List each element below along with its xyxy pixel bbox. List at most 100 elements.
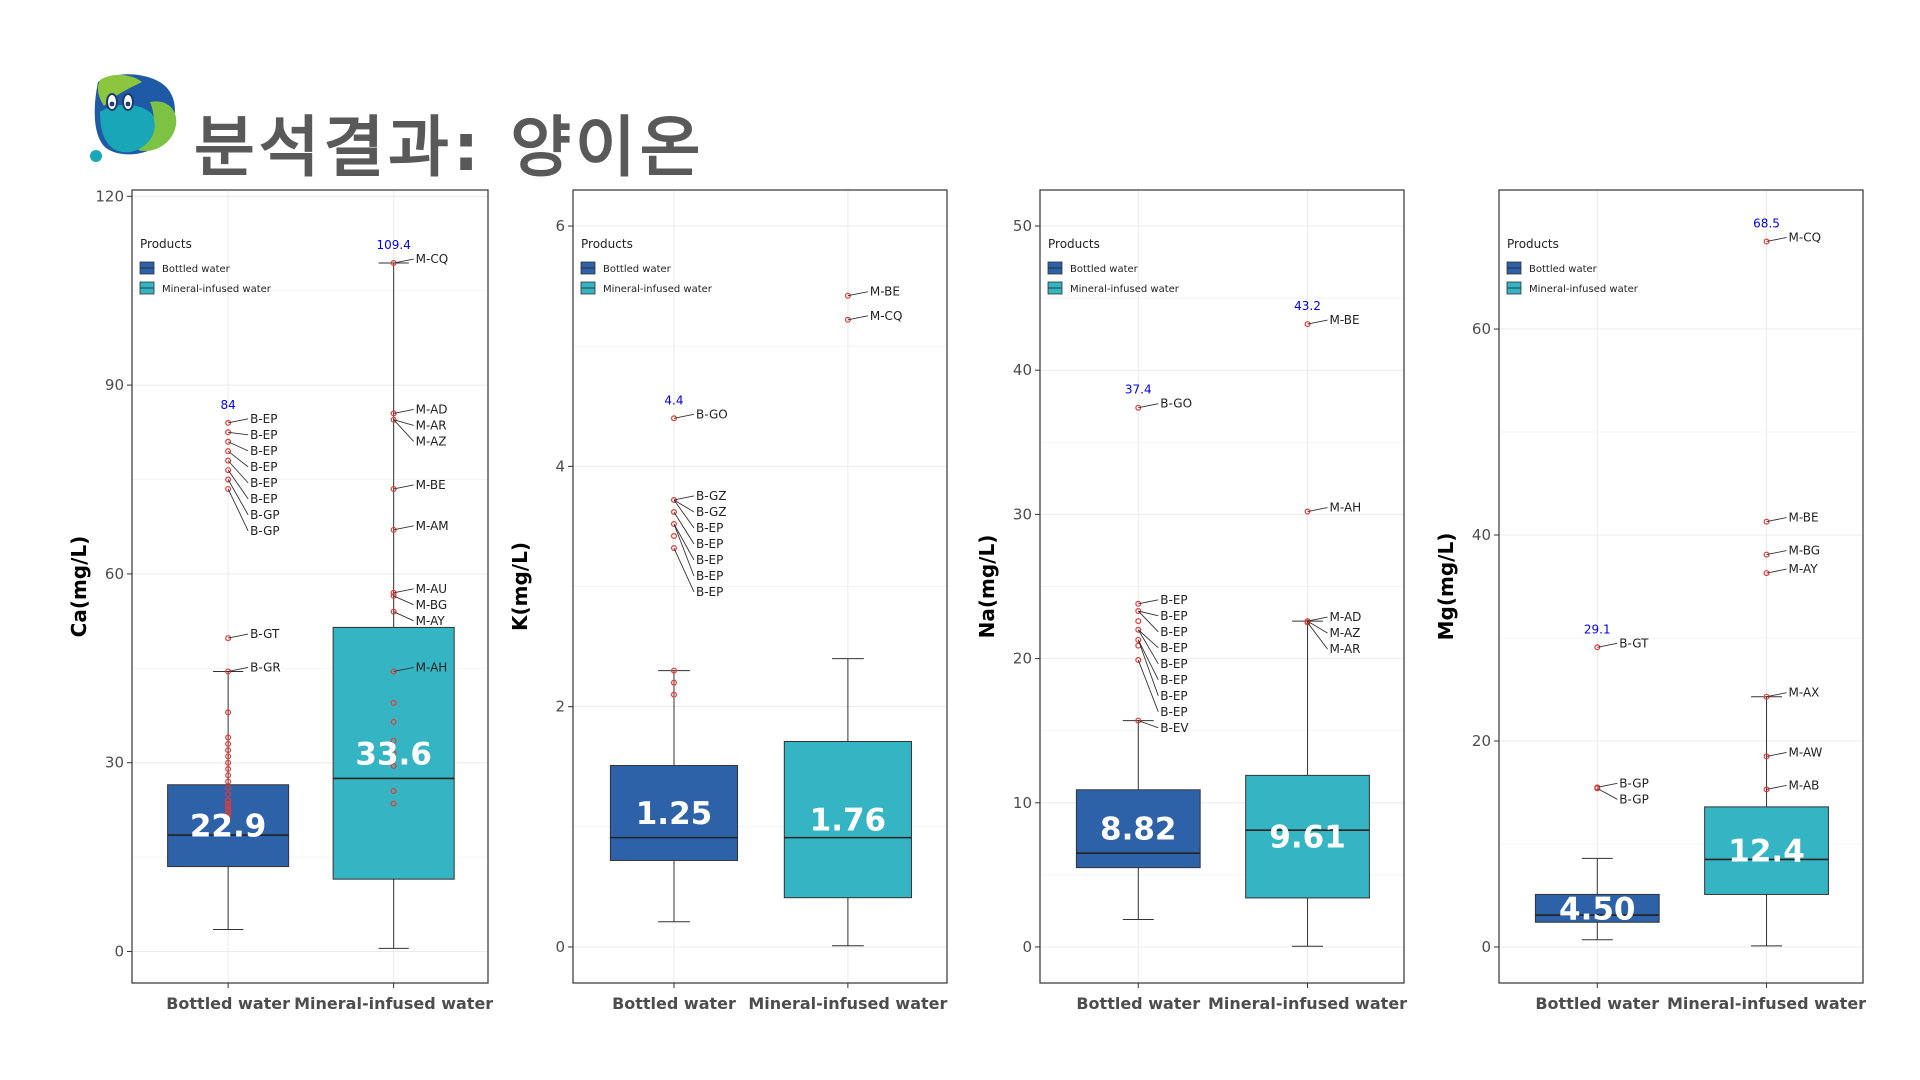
outlier-label: B-GP xyxy=(250,508,280,522)
outlier-label: B-EP xyxy=(250,476,277,490)
label-leader-line xyxy=(1137,629,1159,649)
x-tick-label: Mineral-infused water xyxy=(294,994,493,1013)
label-leader-line xyxy=(228,431,249,436)
y-tick-label: 40 xyxy=(1013,361,1032,379)
legend-entry: Mineral-infused water xyxy=(603,284,713,295)
outlier-point xyxy=(1763,518,1770,525)
chart-panel-4: 0 20 40 60 Mg(mg/L) Bottled water Mineral-infu… xyxy=(1434,189,1866,1013)
legend-entry: Bottled water xyxy=(162,264,231,275)
outlier-label: M-AZ xyxy=(416,434,447,448)
label-leader-line xyxy=(1766,550,1787,556)
label-leader-line xyxy=(1307,507,1328,512)
label-leader-line xyxy=(847,291,868,297)
y-axis-label: K(mg/L) xyxy=(508,542,532,631)
outlier-point xyxy=(1135,404,1142,411)
max-value-label: 68.5 xyxy=(1753,216,1780,230)
box-mineral xyxy=(1245,774,1370,899)
outlier-label: M-AH xyxy=(416,660,448,674)
y-tick-label: 2 xyxy=(555,698,565,716)
outlier-point xyxy=(1135,618,1142,625)
legend-entry: Bottled water xyxy=(1070,264,1139,275)
label-leader-line xyxy=(1138,610,1159,617)
outlier-point xyxy=(225,438,232,445)
outlier-point xyxy=(1304,321,1311,328)
box-mineral xyxy=(1704,806,1829,895)
label-leader-line xyxy=(1597,787,1618,800)
outlier-point xyxy=(390,608,397,615)
outlier-point xyxy=(225,778,232,785)
label-leader-line xyxy=(673,499,695,513)
label-leader-line xyxy=(393,667,414,672)
mean-value-label: 4.50 xyxy=(1559,891,1636,927)
outlier-point xyxy=(390,737,397,744)
outlier-label: B-EP xyxy=(1160,625,1187,639)
outlier-point xyxy=(225,759,232,766)
outlier-point xyxy=(1135,600,1142,607)
outlier-point xyxy=(225,668,232,675)
outlier-point xyxy=(390,410,397,417)
outlier-point xyxy=(670,533,677,540)
label-leader-line xyxy=(1138,599,1159,605)
outlier-point xyxy=(225,772,232,779)
outlier-point xyxy=(390,699,397,706)
outlier-point xyxy=(1135,608,1142,615)
outlier-point xyxy=(390,750,397,757)
outlier-point xyxy=(670,415,677,422)
label-leader-line xyxy=(393,484,414,490)
outlier-label: B-EP xyxy=(1160,593,1187,607)
label-leader-line xyxy=(227,479,249,516)
outlier-point xyxy=(1763,753,1770,760)
label-leader-line xyxy=(393,419,414,426)
label-leader-line xyxy=(1137,610,1159,633)
outlier-label: B-EP xyxy=(696,569,723,583)
label-leader-line xyxy=(1307,616,1328,622)
label-leader-line xyxy=(1597,782,1618,788)
legend-entry: Bottled water xyxy=(603,264,672,275)
outlier-point xyxy=(1763,570,1770,577)
outlier-label: B-EP xyxy=(1160,689,1187,703)
outlier-point xyxy=(670,545,677,552)
outlier-point xyxy=(1304,508,1311,515)
y-tick-label: 0 xyxy=(114,943,124,961)
y-tick-label: 20 xyxy=(1472,732,1491,750)
outlier-label: M-BG xyxy=(1789,544,1821,558)
mean-value-label: 12.4 xyxy=(1728,834,1805,870)
outlier-point xyxy=(225,734,232,741)
outlier-point xyxy=(390,800,397,807)
outlier-label: M-AM xyxy=(416,519,449,533)
outlier-point xyxy=(390,668,397,675)
outlier-label: M-AD xyxy=(1330,610,1362,624)
outlier-label: M-BG xyxy=(416,598,448,612)
label-leader-line xyxy=(393,595,414,606)
outlier-label: B-GP xyxy=(1619,792,1649,806)
outlier-label: B-EP xyxy=(696,585,723,599)
x-tick-label: Bottled water xyxy=(612,994,736,1013)
outlier-label: B-EP xyxy=(696,537,723,551)
label-leader-line xyxy=(1137,639,1159,696)
legend-title: Products xyxy=(1048,237,1100,251)
y-tick-label: 0 xyxy=(1481,938,1491,956)
outlier-label: M-AU xyxy=(416,582,447,596)
label-leader-line xyxy=(1137,659,1159,712)
label-leader-line xyxy=(393,258,414,264)
y-axis-label: Ca(mg/L) xyxy=(67,536,91,638)
outlier-point xyxy=(390,485,397,492)
label-leader-line xyxy=(1766,784,1787,790)
outlier-label: B-EV xyxy=(1160,721,1189,735)
label-leader-line xyxy=(673,547,695,593)
outlier-label: B-GZ xyxy=(696,505,727,519)
max-value-label: 109.4 xyxy=(376,238,410,252)
box-bottled xyxy=(167,784,290,868)
outlier-point xyxy=(225,635,232,642)
x-tick-label: Mineral-infused water xyxy=(1208,994,1407,1013)
panel-border xyxy=(1039,189,1405,984)
box-bottled xyxy=(609,765,739,861)
y-tick-label: 60 xyxy=(1472,320,1491,338)
legend-entry: Mineral-infused water xyxy=(1529,284,1639,295)
y-tick-label: 60 xyxy=(105,565,124,583)
outlier-point xyxy=(670,509,677,516)
outlier-point xyxy=(390,526,397,533)
outlier-point xyxy=(1763,786,1770,793)
